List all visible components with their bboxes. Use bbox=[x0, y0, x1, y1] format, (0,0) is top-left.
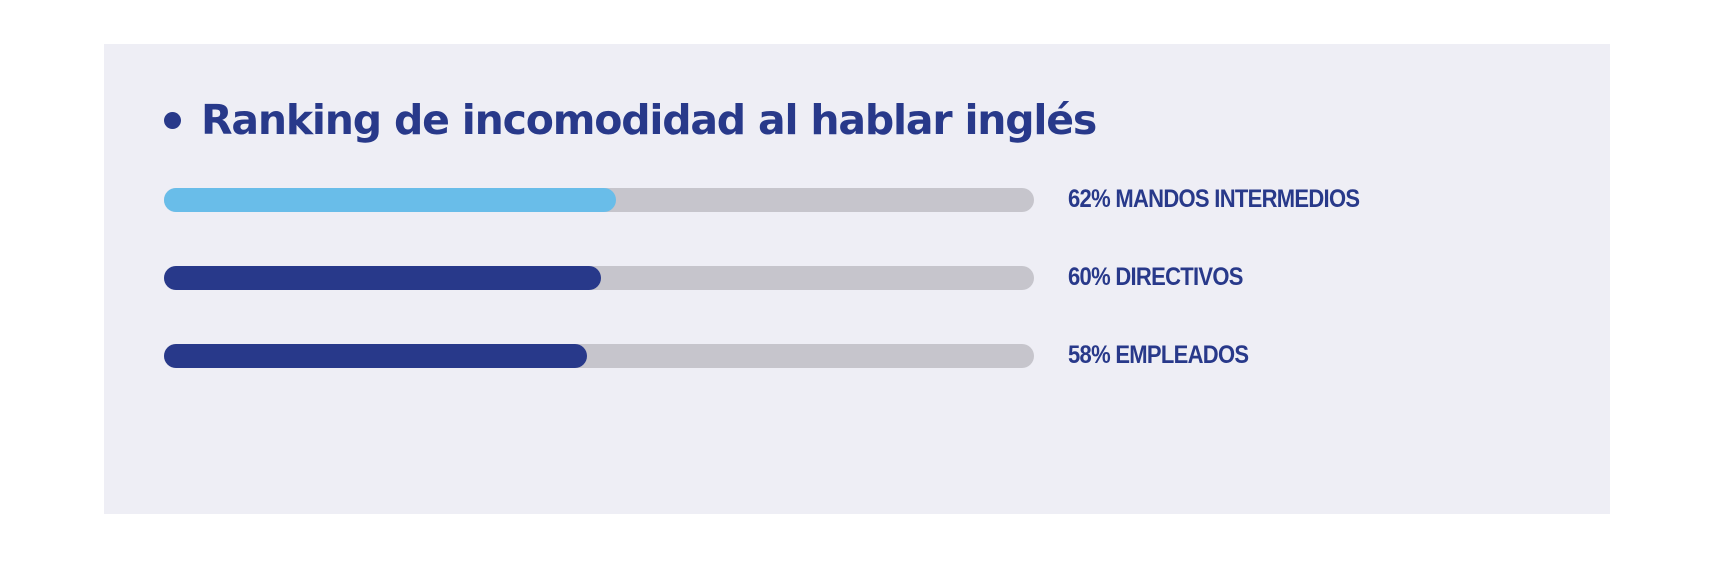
bar-fill bbox=[164, 188, 616, 212]
bar-track bbox=[164, 344, 1034, 368]
chart-panel: Ranking de incomodidad al hablar inglés … bbox=[104, 44, 1610, 514]
bar-track bbox=[164, 266, 1034, 290]
bar-value-label: 60% bbox=[1068, 263, 1111, 291]
chart-header: Ranking de incomodidad al hablar inglés bbox=[164, 90, 1097, 150]
bar-category-label: DIRECTIVOS bbox=[1115, 263, 1243, 291]
bar-fill bbox=[164, 266, 601, 290]
bar-label: 58% EMPLEADOS bbox=[1068, 341, 1249, 370]
bar-value-label: 62% bbox=[1068, 185, 1111, 213]
bar-value-label: 58% bbox=[1068, 341, 1111, 369]
bar-track bbox=[164, 188, 1034, 212]
bar-label: 60% DIRECTIVOS bbox=[1068, 263, 1243, 292]
bar-category-label: MANDOS INTERMEDIOS bbox=[1115, 185, 1360, 213]
bar-row: 58% EMPLEADOS bbox=[164, 341, 1464, 370]
chart-title: Ranking de incomodidad al hablar inglés bbox=[201, 96, 1097, 144]
bar-label: 62% MANDOS INTERMEDIOS bbox=[1068, 185, 1360, 214]
bar-row: 60% DIRECTIVOS bbox=[164, 263, 1464, 292]
bar-fill bbox=[164, 344, 587, 368]
title-bullet-icon bbox=[164, 111, 181, 129]
bar-row: 62% MANDOS INTERMEDIOS bbox=[164, 185, 1464, 214]
bar-category-label: EMPLEADOS bbox=[1115, 341, 1249, 369]
